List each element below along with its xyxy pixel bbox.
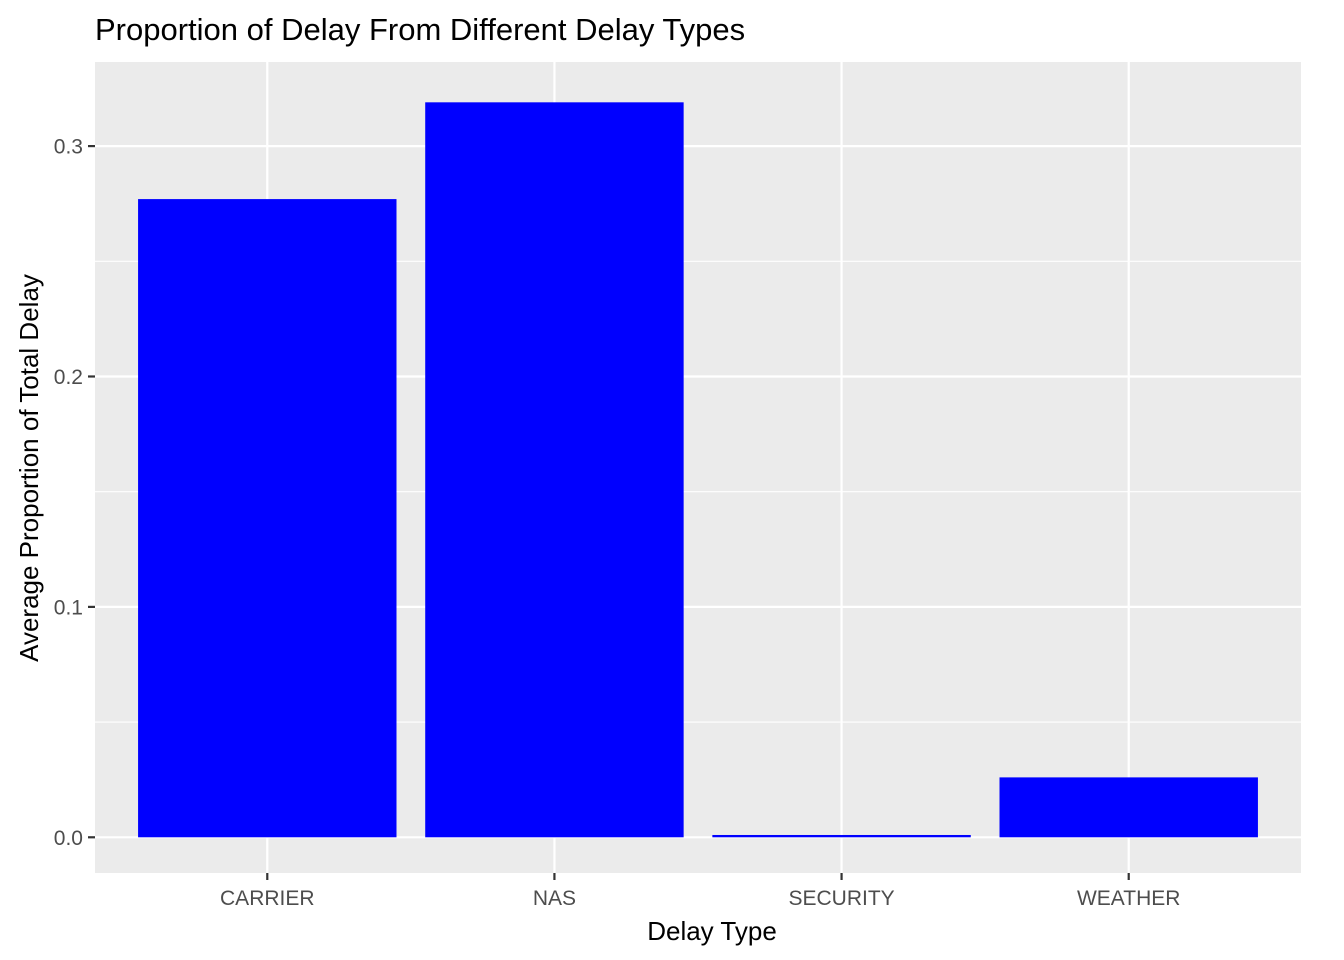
x-tick-label-weather: WEATHER xyxy=(1077,887,1180,910)
bar-weather xyxy=(999,777,1258,838)
x-tick-label-security: SECURITY xyxy=(788,887,894,910)
bar-security xyxy=(712,834,971,838)
y-tick-label: 0.1 xyxy=(54,596,83,619)
x-tick-label-carrier: CARRIER xyxy=(220,887,315,910)
chart-title: Proportion of Delay From Different Delay… xyxy=(95,12,745,47)
y-tick-label: 0.0 xyxy=(54,827,83,850)
bar-nas xyxy=(425,102,684,838)
y-tick-label: 0.2 xyxy=(54,366,83,389)
y-tick-label: 0.3 xyxy=(54,136,83,159)
x-axis: CARRIER NAS SECURITY WEATHER xyxy=(220,873,1180,910)
x-tick-label-nas: NAS xyxy=(533,887,576,910)
bar-carrier xyxy=(138,199,397,838)
y-axis-title: Average Proportion of Total Delay xyxy=(14,274,44,662)
y-axis: 0.0 0.1 0.2 0.3 xyxy=(54,136,95,850)
bars xyxy=(138,102,1258,838)
x-axis-title: Delay Type xyxy=(647,916,777,946)
